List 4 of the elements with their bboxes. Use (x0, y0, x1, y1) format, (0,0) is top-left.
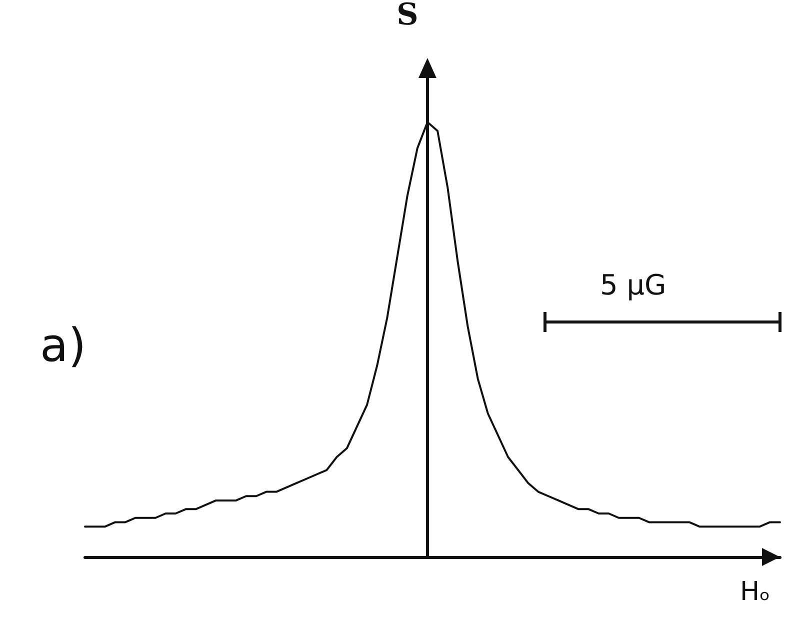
x-axis-title: Hₒ (740, 577, 770, 607)
annotation: 5 μG (600, 268, 666, 302)
annotation: a) (40, 318, 86, 372)
y-axis-title: S (396, 0, 418, 32)
